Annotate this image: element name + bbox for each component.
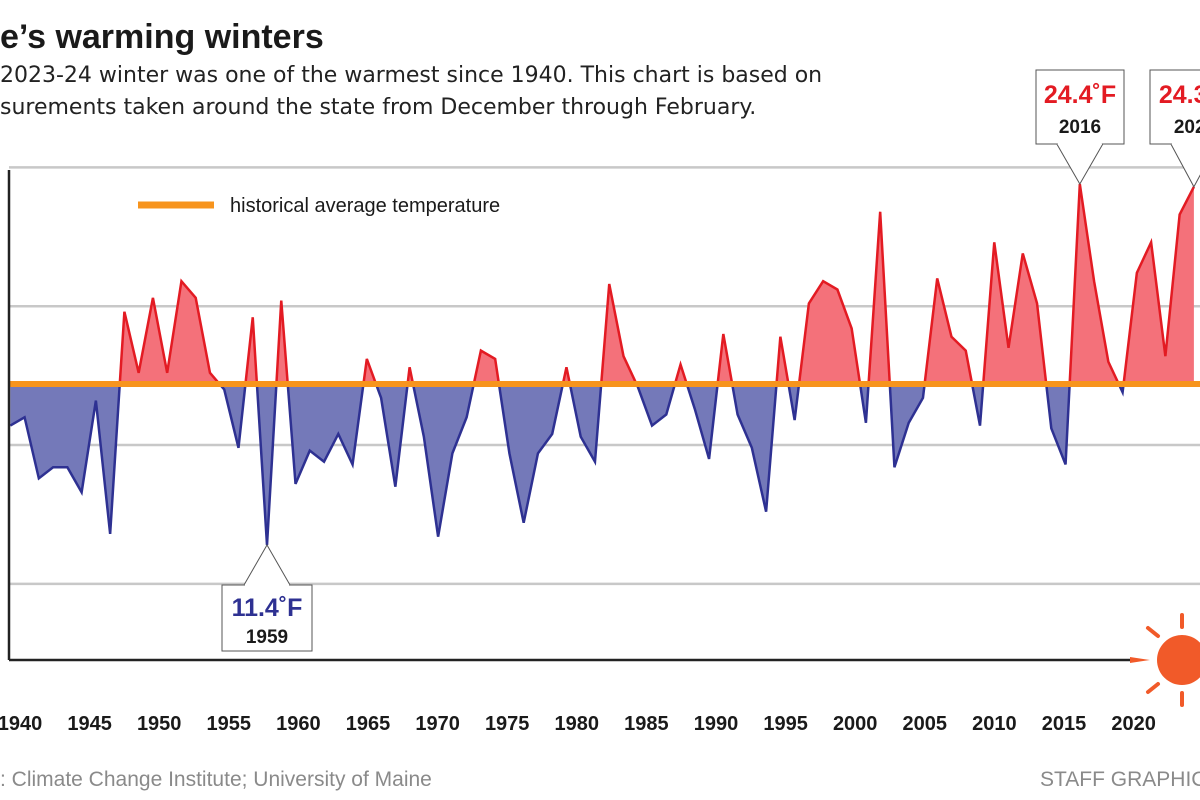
x-tick-1970: 1970: [415, 713, 460, 735]
callout-value: 11.4˚F: [232, 594, 303, 622]
x-tick-1990: 1990: [694, 713, 739, 735]
x-tick-1985: 1985: [624, 713, 669, 735]
x-tick-2020: 2020: [1111, 713, 1156, 735]
x-tick-1975: 1975: [485, 713, 530, 735]
legend-label: historical average temperature: [230, 195, 500, 217]
callout-value: 24.4˚F: [1044, 81, 1116, 109]
legend: historical average temperature: [138, 195, 500, 217]
axis-arrow: [1130, 657, 1150, 663]
sun-icon: [1146, 613, 1200, 707]
chart-title: e’s warming winters: [0, 18, 324, 56]
x-tick-labels: 1940 1945 1950 1955 1960 1965 1970 1975 1980 1985…: [0, 713, 1156, 735]
x-tick-2000: 2000: [833, 713, 878, 735]
x-tick-1950: 1950: [137, 713, 182, 735]
x-tick-2010: 2010: [972, 713, 1017, 735]
callout-box: [1149, 69, 1200, 145]
x-tick-1940: 1940: [0, 713, 42, 735]
subtitle-line-2: surements taken around the state from De…: [0, 95, 756, 120]
x-tick-1995: 1995: [763, 713, 808, 735]
warm-area: [10, 184, 1194, 384]
cold-area: [10, 383, 1194, 546]
callout-year: 2016: [1059, 117, 1101, 138]
callout-2024: 24.3˚F 2024: [1149, 69, 1200, 188]
callout-pointer: [243, 544, 291, 586]
callout-1959: 11.4˚F 1959: [221, 544, 313, 652]
x-tick-1965: 1965: [346, 713, 391, 735]
callouts: 11.4˚F 1959 24.4˚F 2016 24.3˚F 2024: [221, 69, 1200, 652]
x-tick-2005: 2005: [903, 713, 948, 735]
callout-box: [1035, 69, 1125, 145]
subtitle-line-1: 2023-24 winter was one of the warmest si…: [0, 63, 822, 88]
callout-year: 1959: [246, 627, 288, 648]
gridlines: [9, 166, 1200, 586]
callout-value: 24.3˚F: [1159, 81, 1200, 109]
x-tick-1945: 1945: [67, 713, 112, 735]
temperature-series: [9, 183, 1196, 546]
x-tick-1960: 1960: [276, 713, 321, 735]
callout-year: 2024: [1174, 117, 1200, 138]
callout-box: [221, 584, 313, 652]
staff-credit: STAFF GRAPHIC | JAK: [1040, 768, 1200, 791]
callout-2016: 24.4˚F 2016: [1035, 69, 1125, 186]
callout-pointer: [1170, 143, 1200, 188]
callout-pointer: [1056, 143, 1104, 186]
warm-line: [118, 183, 1196, 384]
x-tick-1955: 1955: [207, 713, 252, 735]
source-note: : Climate Change Institute; University o…: [0, 768, 432, 791]
x-tick-2015: 2015: [1042, 713, 1087, 735]
x-tick-1980: 1980: [555, 713, 600, 735]
